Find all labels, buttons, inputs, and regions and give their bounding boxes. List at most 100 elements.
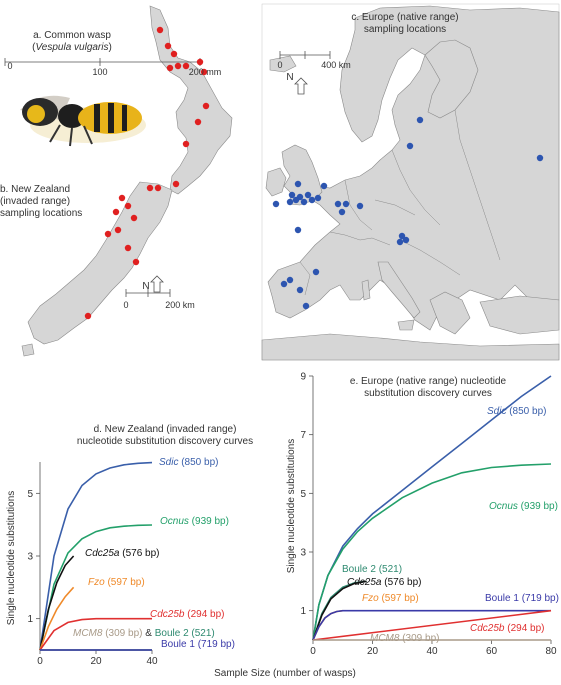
x-tick-label: 0 xyxy=(310,646,316,657)
eu-sample-point xyxy=(338,208,346,216)
wasp-scale-tick-0: 0 xyxy=(7,61,13,71)
nz-north-label: N xyxy=(142,281,150,292)
nz-sample-point xyxy=(164,42,172,50)
series-label-cdc25b: Cdc25b (294 bp) xyxy=(150,609,225,620)
eu-sample-point xyxy=(334,200,342,208)
series-label-sdic: Sdic (850 bp) xyxy=(487,406,546,417)
chart-e-ylabel: Single nucleotide substitutions xyxy=(286,438,297,574)
eu-sample-point xyxy=(304,191,312,199)
panel-c-caption: c. Europe (native range) sampling locati… xyxy=(330,12,480,36)
series-line-cdc25b xyxy=(312,609,552,641)
series-label-mcm8-boule2: MCM8 (309 bp) & Boule 2 (521) xyxy=(73,628,215,639)
nz-sample-point xyxy=(114,226,122,234)
x-tick-label: 20 xyxy=(367,646,379,657)
panel-b-line-3: sampling locations xyxy=(0,208,83,219)
nz-north-arrow-icon xyxy=(150,275,164,293)
panel-a-species: (Vespula vulgaris) xyxy=(32,42,112,53)
eu-sample-point xyxy=(294,226,302,234)
series-line-cdc25b xyxy=(39,617,152,651)
y-tick-label: 1 xyxy=(300,606,306,617)
nz-sample-point xyxy=(132,258,140,266)
series-label-ocnus: Ocnus (939 bp) xyxy=(160,516,229,527)
eu-sample-point xyxy=(272,200,280,208)
series-line-cdc25a xyxy=(39,555,75,651)
series-line-cdc25a xyxy=(312,580,367,641)
eu-sample-point xyxy=(406,142,414,150)
panel-a-title: a. Common wasp xyxy=(33,30,111,41)
series-line-ocnus xyxy=(312,463,552,641)
nz-sample-point xyxy=(196,58,204,66)
nz-sample-point xyxy=(182,62,190,70)
eu-sample-point xyxy=(396,238,404,246)
eu-sample-point xyxy=(292,196,300,204)
x-tick-label: 40 xyxy=(426,646,438,657)
europe-borders xyxy=(299,109,501,296)
series-line-ocnus xyxy=(39,524,153,651)
nz-sampling-points xyxy=(84,26,210,320)
eu-sample-point xyxy=(536,154,544,162)
y-tick-label: 7 xyxy=(300,430,306,441)
eu-scale-tick-400: 400 km xyxy=(321,60,351,70)
eu-sample-point xyxy=(356,202,364,210)
eu-sample-point xyxy=(286,276,294,284)
nz-sample-point xyxy=(194,118,202,126)
series-line-boule1 xyxy=(312,609,551,641)
x-tick-label: 20 xyxy=(90,656,102,667)
series-label-cdc25a: Cdc25a (576 bp) xyxy=(347,577,422,588)
series-label-boule2: Boule 2 (521) xyxy=(342,564,402,575)
eu-north-arrow-icon xyxy=(294,77,308,95)
x-tick-label: 40 xyxy=(146,656,158,667)
series-line-fzo xyxy=(39,586,75,651)
eu-sample-point xyxy=(280,280,288,288)
series-label-ocnus: Ocnus (939 bp) xyxy=(489,501,558,512)
series-label-fzo: Fzo (597 bp) xyxy=(362,593,419,604)
eu-sample-point xyxy=(398,232,406,240)
nz-sample-point xyxy=(166,64,174,72)
eu-sample-point xyxy=(308,196,316,204)
eu-sample-point xyxy=(342,200,350,208)
x-tick-label: 60 xyxy=(486,646,498,657)
panel-b-line-2: (invaded range) xyxy=(0,196,71,207)
eu-north-label: N xyxy=(286,72,294,83)
nz-scale-tick-200: 200 km xyxy=(165,300,195,310)
nz-stewart-island xyxy=(21,343,35,357)
y-tick-label: 5 xyxy=(27,489,33,500)
nz-sample-point xyxy=(124,244,132,252)
series-label-boule1: Boule 1 (719 bp) xyxy=(161,639,235,650)
eu-sample-point xyxy=(312,268,320,276)
eu-scale-bar xyxy=(279,51,331,59)
y-tick-label: 5 xyxy=(300,489,306,500)
nz-sample-point xyxy=(130,214,138,222)
series-label-mcm8: MCM8 (309 bp) xyxy=(370,633,439,644)
eu-sample-point xyxy=(314,194,322,202)
nz-sample-point xyxy=(170,50,178,58)
maps-layer xyxy=(4,3,560,361)
eu-sample-point xyxy=(320,182,328,190)
nz-sample-point xyxy=(104,230,112,238)
eu-sample-point xyxy=(300,198,308,206)
nz-sample-point xyxy=(154,184,162,192)
nz-sample-point xyxy=(124,202,132,210)
nz-sample-point xyxy=(146,184,154,192)
eu-sampling-points xyxy=(272,116,544,310)
panel-c-line-2: sampling locations xyxy=(363,24,447,35)
nz-sample-point xyxy=(156,26,164,34)
nz-sample-point xyxy=(172,180,180,188)
nz-sample-point xyxy=(118,194,126,202)
chart-e-title: e. Europe (native range) nucleotide subs… xyxy=(349,376,507,399)
eu-sample-point xyxy=(286,198,294,206)
y-tick-label: 3 xyxy=(300,548,306,559)
nz-sample-point xyxy=(202,102,210,110)
wasp-illustration xyxy=(20,95,146,147)
eu-sample-point xyxy=(296,286,304,294)
nz-sample-point xyxy=(174,62,182,70)
series-line-sdic xyxy=(39,461,153,651)
panel-b-caption: b. New Zealand (invaded range) sampling … xyxy=(0,184,104,220)
series-label-cdc25a: Cdc25a (576 bp) xyxy=(85,548,160,559)
wasp-scale-tick-100: 100 xyxy=(92,67,108,77)
nz-sample-point xyxy=(112,208,120,216)
y-tick-label: 1 xyxy=(27,614,33,625)
x-tick-label: 80 xyxy=(545,646,557,657)
